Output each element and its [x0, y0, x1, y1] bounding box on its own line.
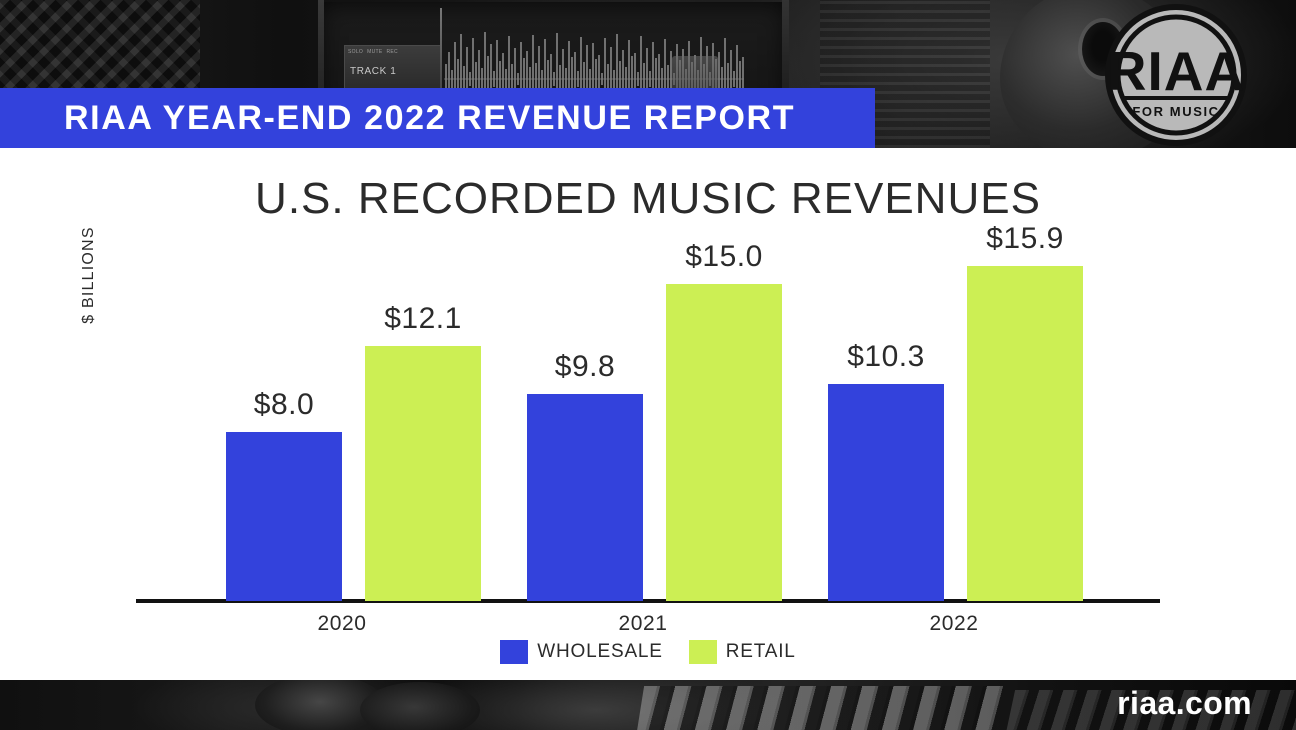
- chart-title: U.S. RECORDED MUSIC REVENUES: [255, 174, 1041, 223]
- x-axis-tick-2022: 2022: [929, 612, 979, 635]
- daw-mute-button-label: MUTE: [367, 49, 383, 55]
- footer-photo-background: [0, 680, 1296, 730]
- riaa-logo: RIAA FOR MUSIC: [1093, 4, 1259, 146]
- bar-value-wholesale-2021: $9.8: [554, 350, 616, 383]
- report-title: RIAA YEAR-END 2022 REVENUE REPORT: [64, 98, 796, 137]
- x-axis-tick-2020: 2020: [317, 612, 367, 635]
- monitor-bezel-left: [318, 0, 324, 148]
- legend-label-wholesale: WHOLESALE: [537, 641, 663, 662]
- x-axis-tick-2021: 2021: [618, 612, 668, 635]
- bar-value-retail-2022: $15.9: [986, 222, 1064, 255]
- svg-text:FOR MUSIC: FOR MUSIC: [1132, 104, 1219, 119]
- bar-value-wholesale-2022: $10.3: [847, 340, 925, 373]
- bar-retail-2020[interactable]: [365, 346, 481, 601]
- legend-swatch-wholesale: [500, 640, 529, 664]
- bar-value-retail-2020: $12.1: [384, 302, 462, 335]
- footer-website-url[interactable]: riaa.com: [1117, 685, 1252, 721]
- daw-solo-button-label: SOLO: [348, 49, 364, 55]
- chart-legend: WHOLESALE RETAIL: [0, 640, 1296, 664]
- legend-swatch-retail: [688, 640, 717, 664]
- bar-retail-2022[interactable]: [967, 266, 1083, 601]
- report-title-banner: RIAA YEAR-END 2022 REVENUE REPORT: [0, 88, 875, 148]
- bar-value-wholesale-2020: $8.0: [253, 388, 315, 421]
- daw-track-buttons: SOLO MUTE REC: [348, 48, 436, 57]
- footer-photo-banner: [0, 680, 1296, 730]
- monitor-bezel-right: [782, 0, 789, 148]
- bar-value-retail-2021: $15.0: [685, 240, 763, 273]
- daw-rec-button-label: REC: [386, 49, 398, 55]
- daw-track-panel: [344, 45, 442, 92]
- bar-wholesale-2020[interactable]: [226, 432, 342, 601]
- headphones-right: [360, 682, 480, 730]
- svg-text:RIAA: RIAA: [1107, 40, 1245, 102]
- piano-keys-left: [635, 686, 1005, 730]
- x-axis-line: [136, 599, 1160, 603]
- legend-item-retail[interactable]: RETAIL: [688, 640, 796, 664]
- bar-wholesale-2022[interactable]: [828, 384, 944, 601]
- legend-item-wholesale[interactable]: WHOLESALE: [500, 640, 662, 664]
- daw-playhead: [440, 8, 442, 140]
- bar-wholesale-2021[interactable]: [527, 394, 643, 601]
- y-axis-label: $ BILLIONS: [80, 226, 97, 324]
- daw-track-label: TRACK 1: [350, 66, 397, 77]
- legend-label-retail: RETAIL: [725, 641, 796, 662]
- bar-retail-2021[interactable]: [666, 284, 782, 601]
